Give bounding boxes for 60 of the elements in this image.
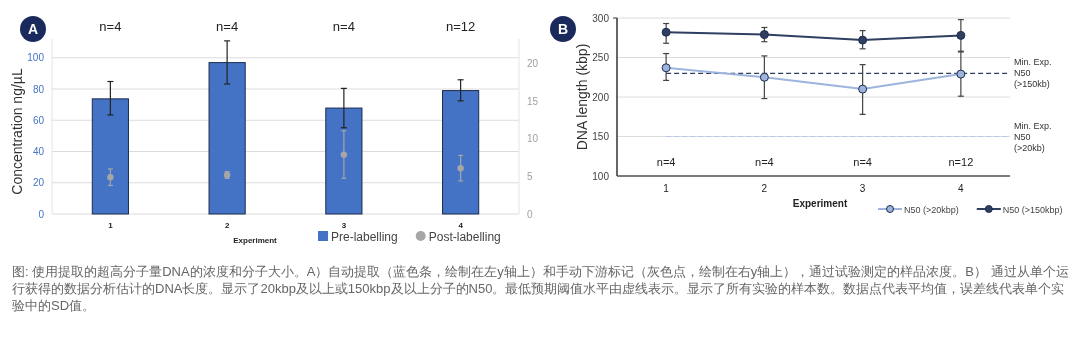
x-tick-label: 4 xyxy=(458,221,464,230)
y-tick-label: 300 xyxy=(592,12,610,24)
ref-line-label: Min. Exp. N50 (>150kb) xyxy=(1014,57,1052,90)
y-tick-label: 60 xyxy=(32,114,45,126)
point xyxy=(340,151,348,158)
y-tick-label: 250 xyxy=(592,52,610,63)
x-axis-title: Experiment xyxy=(233,236,278,245)
point xyxy=(457,164,464,172)
x-tick-label: 4 xyxy=(958,183,965,194)
y2-tick-label: 5 xyxy=(527,170,533,182)
y2-tick-label: 0 xyxy=(527,208,533,220)
point xyxy=(107,174,114,181)
annotation: n=4 xyxy=(755,156,774,168)
y-tick-label: 200 xyxy=(592,91,610,103)
chart-title: A xyxy=(27,21,39,37)
y2-tick-label: 20 xyxy=(527,58,539,70)
x-tick-label: 3 xyxy=(341,221,347,230)
chart-title: B xyxy=(557,21,569,37)
y-tick-label: 20 xyxy=(32,177,45,189)
bar xyxy=(91,98,129,215)
x-tick-label: 1 xyxy=(108,221,114,230)
y-tick-label: 100 xyxy=(27,52,45,64)
y-axis-title: Concentration ng/µL xyxy=(9,68,25,195)
x-axis-title: Experiment xyxy=(792,198,848,209)
bar xyxy=(442,90,480,215)
legend-label: Pre-labelling xyxy=(331,230,398,244)
legend-label: N50 (>20kbp) xyxy=(904,205,959,215)
legend-label: Post-labelling xyxy=(428,230,501,244)
point xyxy=(956,69,966,79)
x-tick-label: 1 xyxy=(663,183,670,194)
annotation: n=4 xyxy=(853,156,872,168)
y-tick-label: 80 xyxy=(32,83,45,95)
x-tick-label: 2 xyxy=(224,221,230,230)
annotation: n=4 xyxy=(656,156,676,168)
point xyxy=(759,72,769,82)
ref-line-label: Min. Exp. N50 (>20kb) xyxy=(1014,120,1052,153)
annotation: n=12 xyxy=(948,156,974,168)
y-axis-title: DNA length (kbp) xyxy=(574,43,590,151)
text: n=12 xyxy=(445,19,476,34)
x-tick-label: 2 xyxy=(761,183,768,194)
y-tick-label: 40 xyxy=(32,146,45,157)
x-tick-label: 3 xyxy=(859,183,866,194)
y-tick-label: 100 xyxy=(592,170,610,182)
bar xyxy=(325,107,363,215)
legend-label: N50 (>150kbp) xyxy=(1002,205,1063,215)
point xyxy=(858,35,868,45)
point xyxy=(956,30,966,40)
y2-tick-label: 10 xyxy=(527,133,539,145)
text: n=4 xyxy=(99,19,122,34)
y-tick-label: 150 xyxy=(592,131,610,142)
point xyxy=(858,84,868,94)
y2-tick-label: 15 xyxy=(527,95,539,107)
y-tick-label: 0 xyxy=(38,208,45,220)
bar xyxy=(208,62,246,215)
text: n=4 xyxy=(216,19,239,34)
text: 图: 使用提取的超高分子量DNA的浓度和分子大小。A）自动提取（蓝色条，绘制在左y轴上）和手动下游标记（灰色点，绘制在右y轴上），通过试验测定的样品浓度。B） 通过从单个运行获得的数据分析估计的DNA长度。显示了20kbp及以上或150kbp及以上分子的N50。最低预期阈值水平由虚线表示。显示了所有实验的样本数。数据点代表平均值，误差线代表单个实验中的SD值。 xyxy=(12,263,1070,314)
point xyxy=(661,27,671,37)
text: n=4 xyxy=(332,19,355,34)
point xyxy=(661,63,671,73)
point xyxy=(759,30,769,40)
